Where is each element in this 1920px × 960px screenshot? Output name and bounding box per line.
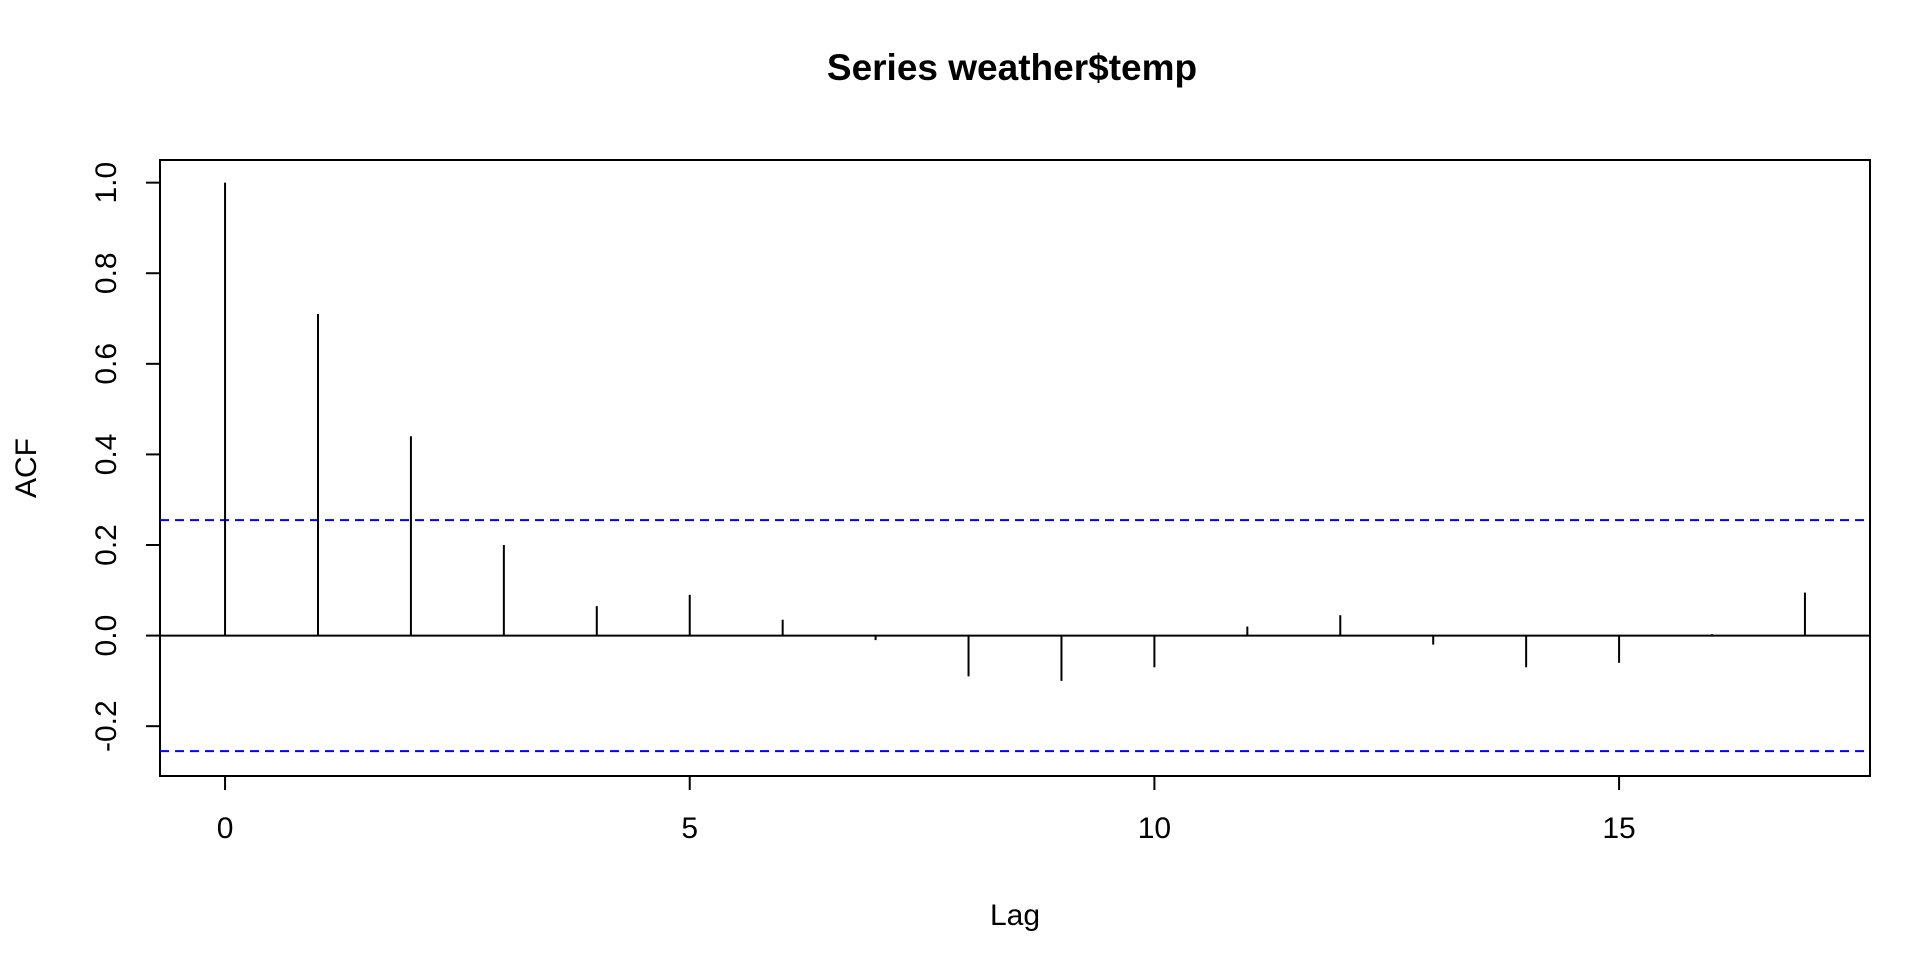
y-tick-label: 0.6	[90, 343, 123, 385]
chart-title: Series weather$temp	[827, 47, 1197, 88]
y-tick-label: -0.2	[90, 700, 123, 752]
y-tick-label: 0.8	[90, 252, 123, 294]
x-axis: 0 5 10 15	[217, 776, 1636, 845]
y-tick-label: 0.2	[90, 524, 123, 566]
y-axis: -0.2 0.0 0.2 0.4 0.6 0.8 1.0	[90, 162, 160, 752]
confidence-bounds	[160, 519, 1870, 753]
y-tick-label: 0.4	[90, 434, 123, 476]
y-axis-label: ACF	[10, 438, 43, 498]
x-tick-label: 5	[681, 812, 698, 845]
plot-frame	[159, 159, 1871, 777]
acf-stems	[224, 182, 1806, 681]
x-tick-label: 15	[1602, 812, 1635, 845]
y-tick-label: 0.0	[90, 615, 123, 657]
y-tick-label: 1.0	[90, 162, 123, 204]
x-tick-label: 0	[217, 812, 234, 845]
x-axis-label: Lag	[990, 899, 1040, 932]
x-tick-label: 10	[1138, 812, 1171, 845]
